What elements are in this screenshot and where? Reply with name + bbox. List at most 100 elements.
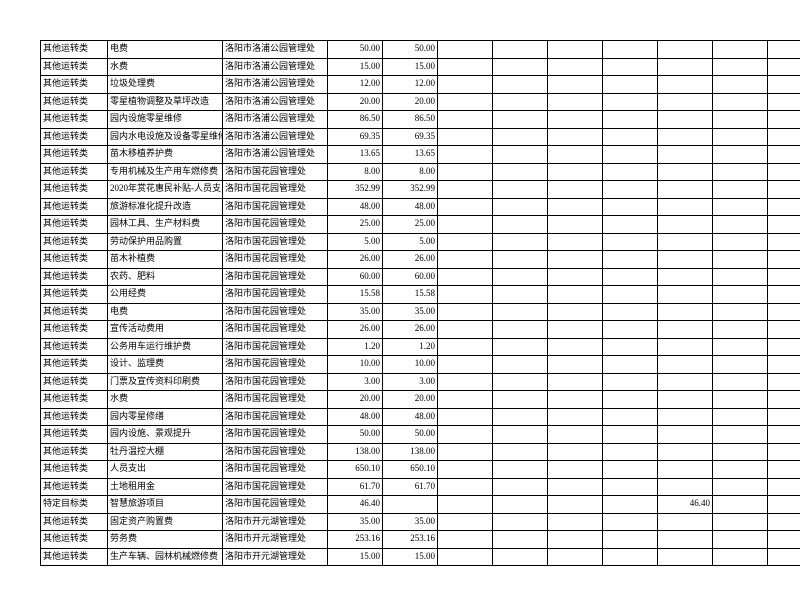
table-cell: 48.00	[383, 408, 438, 426]
table-cell	[438, 531, 493, 549]
table-cell	[438, 356, 493, 374]
table-cell	[713, 286, 768, 304]
table-cell	[658, 286, 713, 304]
table-cell	[658, 58, 713, 76]
table-cell: 洛阳市国花园管理处	[223, 496, 328, 514]
table-cell	[603, 128, 658, 146]
table-cell: 门票及宣传资料印刷费	[108, 373, 223, 391]
table-row: 其他运转类苗木补植费洛阳市国花园管理处26.0026.00	[41, 251, 800, 269]
table-cell: 其他运转类	[41, 531, 108, 549]
table-cell: 苗木移植养护费	[108, 146, 223, 164]
table-cell: 26.00	[328, 251, 383, 269]
table-cell	[713, 338, 768, 356]
table-cell	[438, 146, 493, 164]
table-cell	[603, 513, 658, 531]
table-cell	[658, 76, 713, 94]
table-cell	[438, 321, 493, 339]
table-cell	[713, 58, 768, 76]
table-cell	[713, 268, 768, 286]
table-cell: 其他运转类	[41, 356, 108, 374]
table-cell: 劳务费	[108, 531, 223, 549]
table-cell	[493, 251, 548, 269]
table-cell: 253.16	[383, 531, 438, 549]
table-cell: 固定资产购置费	[108, 513, 223, 531]
table-cell: 洛阳市国花园管理处	[223, 356, 328, 374]
table-cell	[438, 496, 493, 514]
table-cell	[658, 531, 713, 549]
table-cell: 专用机械及生产用车燃修费	[108, 163, 223, 181]
table-cell: 12.00	[383, 76, 438, 94]
table-cell	[438, 303, 493, 321]
table-cell: 26.00	[383, 321, 438, 339]
table-cell	[493, 198, 548, 216]
table-cell	[768, 128, 800, 146]
table-cell: 洛阳市国花园管理处	[223, 163, 328, 181]
table-cell	[438, 426, 493, 444]
table-cell	[493, 93, 548, 111]
table-cell	[603, 216, 658, 234]
table-cell: 其他运转类	[41, 146, 108, 164]
table-cell: 其他运转类	[41, 111, 108, 129]
table-cell: 洛阳市国花园管理处	[223, 443, 328, 461]
table-cell	[658, 338, 713, 356]
table-cell: 园内设施零星维修	[108, 111, 223, 129]
table-row: 其他运转类土地租用金洛阳市国花园管理处61.7061.70	[41, 478, 800, 496]
table-cell: 26.00	[328, 321, 383, 339]
table-cell: 10.00	[328, 356, 383, 374]
table-cell	[603, 321, 658, 339]
table-cell	[438, 181, 493, 199]
table-cell: 138.00	[328, 443, 383, 461]
table-cell	[713, 373, 768, 391]
table-cell	[603, 181, 658, 199]
table-cell	[438, 198, 493, 216]
table-cell: 15.00	[328, 58, 383, 76]
table-cell: 洛阳市洛浦公园管理处	[223, 128, 328, 146]
table-cell	[493, 321, 548, 339]
table-cell	[548, 268, 603, 286]
table-cell: 50.00	[328, 41, 383, 59]
table-cell: 650.10	[328, 461, 383, 479]
table-cell	[438, 251, 493, 269]
table-cell: 洛阳市国花园管理处	[223, 268, 328, 286]
table-cell: 宣传活动费用	[108, 321, 223, 339]
table-cell	[603, 268, 658, 286]
table-cell: 其他运转类	[41, 426, 108, 444]
table-cell	[548, 303, 603, 321]
table-cell	[548, 93, 603, 111]
table-cell: 洛阳市国花园管理处	[223, 408, 328, 426]
table-cell: 园内设施、景观提升	[108, 426, 223, 444]
table-cell: 牡丹温控大棚	[108, 443, 223, 461]
table-row: 其他运转类劳动保护用品购置洛阳市国花园管理处5.005.00	[41, 233, 800, 251]
table-cell: 苗木补植费	[108, 251, 223, 269]
table-cell	[493, 233, 548, 251]
table-cell: 洛阳市国花园管理处	[223, 461, 328, 479]
table-cell	[548, 338, 603, 356]
table-cell: 其他运转类	[41, 303, 108, 321]
table-cell	[658, 356, 713, 374]
table-cell: 特定目标类	[41, 496, 108, 514]
table-cell: 35.00	[383, 513, 438, 531]
table-cell	[603, 303, 658, 321]
table-cell	[768, 76, 800, 94]
table-cell	[548, 233, 603, 251]
table-cell	[603, 146, 658, 164]
table-cell: 15.00	[328, 548, 383, 566]
table-row: 其他运转类牡丹温控大棚洛阳市国花园管理处138.00138.00	[41, 443, 800, 461]
table-cell: 洛阳市国花园管理处	[223, 286, 328, 304]
table-cell	[713, 198, 768, 216]
table-cell: 1.20	[328, 338, 383, 356]
table-cell: 其他运转类	[41, 373, 108, 391]
table-cell: 25.00	[328, 216, 383, 234]
table-cell	[658, 303, 713, 321]
table-cell	[768, 321, 800, 339]
table-cell: 洛阳市国花园管理处	[223, 251, 328, 269]
table-cell	[603, 408, 658, 426]
table-cell	[658, 548, 713, 566]
table-cell	[713, 548, 768, 566]
table-cell: 其他运转类	[41, 286, 108, 304]
table-cell	[768, 146, 800, 164]
table-cell: 其他运转类	[41, 181, 108, 199]
budget-table: 其他运转类电费洛阳市洛浦公园管理处50.0050.00其他运转类水费洛阳市洛浦公…	[40, 40, 800, 566]
table-row: 其他运转类人员支出洛阳市国花园管理处650.10650.10	[41, 461, 800, 479]
table-cell	[768, 391, 800, 409]
